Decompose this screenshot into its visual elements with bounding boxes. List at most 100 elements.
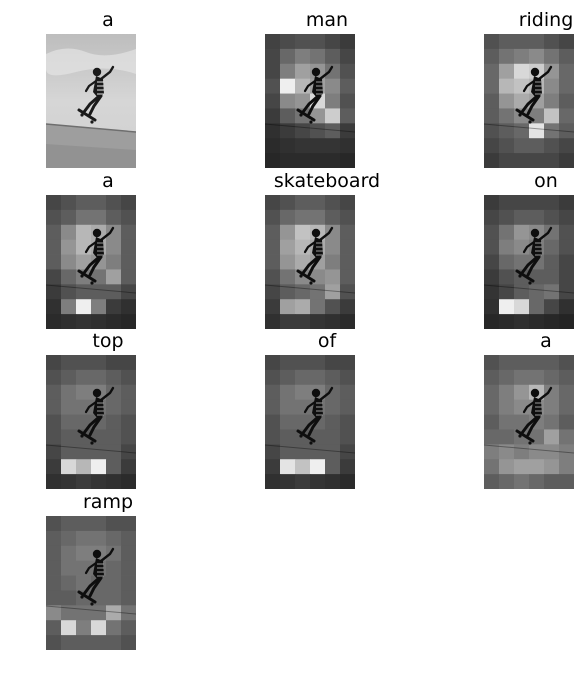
attention-cell <box>121 575 136 591</box>
attention-cell <box>61 239 77 255</box>
attention-cell <box>295 123 311 139</box>
attention-cell <box>106 269 122 285</box>
attention-cell <box>559 269 574 285</box>
attention-cell <box>310 195 326 211</box>
skater-figure <box>296 65 334 124</box>
attention-cell <box>76 605 92 621</box>
attention-cell <box>76 355 92 371</box>
attention-cell <box>46 530 62 547</box>
attention-cell <box>106 605 122 621</box>
attention-cell <box>499 269 515 285</box>
attention-cell <box>46 605 62 621</box>
attention-cell <box>280 108 296 124</box>
attention-cell <box>325 108 341 124</box>
attention-cell <box>484 93 500 109</box>
attention-cell <box>295 355 311 371</box>
attention-cell <box>514 314 530 329</box>
caption-word: a <box>102 9 114 31</box>
attention-cell <box>529 123 545 139</box>
attention-cell <box>325 299 341 315</box>
attention-cell <box>310 48 326 65</box>
attention-cell <box>106 399 122 415</box>
attention-cell <box>544 444 560 460</box>
attention-cell <box>310 355 326 371</box>
caption-word: skateboard <box>273 170 381 192</box>
attention-cell <box>61 284 77 300</box>
attention-cell <box>340 369 355 386</box>
attention-cell <box>265 78 281 94</box>
attention-cell <box>499 254 515 270</box>
attention-cell <box>46 474 62 489</box>
attention-cell <box>91 355 107 371</box>
attention-cell <box>280 224 296 241</box>
attention-cell <box>91 635 107 650</box>
attention-cell <box>310 34 326 50</box>
attention-cell <box>544 284 560 300</box>
attention-cell <box>46 369 62 386</box>
attention-cell <box>499 63 515 80</box>
attention-cell <box>46 444 62 460</box>
attention-cell <box>484 63 500 80</box>
attention-cell <box>559 48 574 65</box>
attention-cell <box>325 314 341 329</box>
attention-cell <box>559 284 574 300</box>
attention-cell <box>46 575 62 591</box>
attention-cell <box>514 355 530 371</box>
attention-cell <box>61 299 77 315</box>
attention-cell <box>61 530 77 547</box>
attention-cell <box>76 635 92 650</box>
attention-cell <box>559 474 574 489</box>
attention-cell <box>265 314 281 329</box>
attention-cell <box>280 48 296 65</box>
attention-cell <box>46 399 62 415</box>
attention-cell <box>559 195 574 211</box>
attention-cell <box>91 444 107 460</box>
attention-cell <box>46 414 62 430</box>
attention-cell <box>91 284 107 300</box>
attention-cell <box>499 299 515 315</box>
attention-cell <box>544 209 560 226</box>
attention-cell <box>559 254 574 270</box>
attention-cell <box>280 78 296 94</box>
attention-cell <box>121 474 136 489</box>
attention-cell <box>265 399 281 415</box>
attention-cell <box>121 209 136 226</box>
attention-cell <box>544 369 560 386</box>
attention-cell <box>484 399 500 415</box>
attention-map <box>265 195 355 329</box>
attention-cell <box>340 239 355 255</box>
attention-cell <box>121 530 136 547</box>
attention-cell <box>76 530 92 547</box>
attention-cell <box>559 414 574 430</box>
caption-word: top <box>92 330 124 352</box>
skater-figure <box>77 547 115 606</box>
attention-cell <box>310 474 326 489</box>
attention-cell <box>295 314 311 329</box>
attention-cell <box>76 545 92 562</box>
attention-cell <box>544 355 560 371</box>
attention-cell <box>106 239 122 255</box>
attention-cell <box>325 444 341 460</box>
attention-cell <box>499 384 515 401</box>
attention-cell <box>76 284 92 300</box>
attention-cell <box>295 384 311 401</box>
attention-cell <box>310 153 326 168</box>
attention-cell <box>514 224 530 241</box>
attention-cell <box>325 369 341 386</box>
attention-cell <box>280 299 296 315</box>
attention-cell <box>265 444 281 460</box>
attention-cell <box>265 63 281 80</box>
attention-cell <box>325 254 341 270</box>
attention-cell <box>484 254 500 270</box>
attention-cell <box>559 63 574 80</box>
attention-cell <box>559 78 574 94</box>
attention-cell <box>484 153 500 168</box>
attention-cell <box>559 429 574 445</box>
attention-cell <box>325 78 341 94</box>
attention-cell <box>265 34 281 50</box>
attention-cell <box>91 314 107 329</box>
attention-cell <box>91 459 107 475</box>
attention-cell <box>484 108 500 124</box>
attention-cell <box>514 299 530 315</box>
attention-cell <box>484 239 500 255</box>
